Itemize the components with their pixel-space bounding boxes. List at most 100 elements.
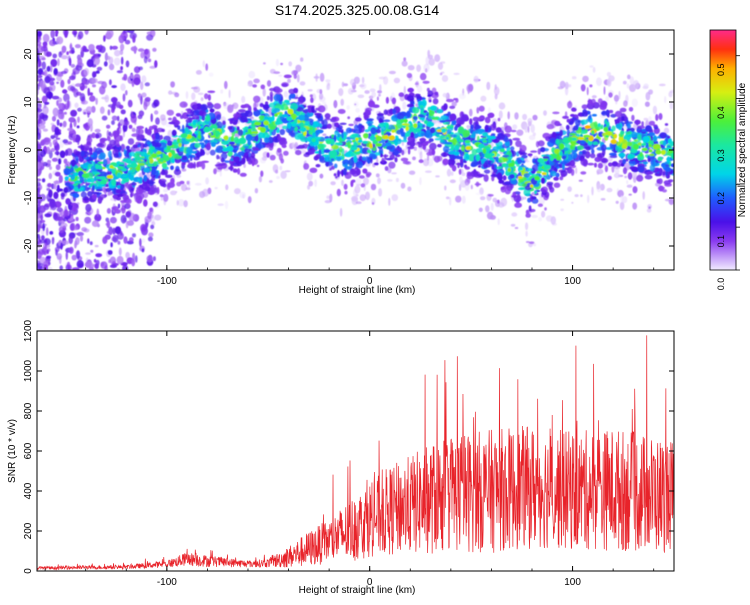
spectrogram-cell [570, 113, 575, 117]
spectrogram-cell [528, 134, 536, 141]
spectrogram-cell [375, 129, 381, 134]
spectrogram-cell [79, 176, 84, 184]
spectrogram-cell [118, 34, 125, 44]
spectrogram-cell [645, 125, 652, 133]
spectrogram-cell [247, 159, 253, 165]
spectrogram-cell [47, 266, 53, 270]
spectrogram-cell [432, 98, 439, 105]
spectrogram-cell [384, 166, 389, 171]
spectrogram-cell [662, 171, 666, 176]
spectrogram-cell [623, 100, 628, 107]
spectrogram-cell [451, 101, 457, 107]
spectrogram-cell [125, 145, 130, 150]
spectrogram-cell [224, 160, 230, 163]
spectrogram-cell [48, 150, 53, 159]
spectrogram-cell [597, 98, 603, 104]
spectrogram-cell [58, 175, 63, 183]
spectrogram-cell [254, 135, 259, 142]
spectrogram-cell [147, 211, 152, 220]
spectrogram-cell [412, 115, 418, 121]
spectrogram-cell [123, 73, 128, 81]
spectrogram-cell [149, 158, 154, 164]
spectrogram-cell [303, 163, 310, 170]
spectrogram-cell [117, 193, 124, 198]
spectrogram-cell [113, 57, 121, 66]
spectrogram-cell [61, 89, 68, 94]
spectrogram-peak [478, 143, 485, 149]
spectrogram-peak [355, 137, 359, 142]
spectrogram-cell [88, 266, 94, 270]
spectrogram-cell [643, 83, 649, 89]
spectrogram-cell [61, 55, 68, 60]
spectrogram-cell [37, 69, 44, 75]
spectrogram-cell [378, 123, 385, 128]
spectrogram-cell [530, 150, 538, 153]
spectrogram-cell [549, 137, 557, 144]
spectrogram-cell [324, 113, 331, 119]
spectrogram-cell [458, 126, 465, 134]
spectrogram-cell [151, 221, 156, 226]
spectrogram-cell [181, 155, 188, 161]
spectrogram-cell [584, 128, 588, 134]
spectrogram-cell [66, 261, 71, 268]
spectrogram-cell [239, 172, 247, 177]
spectrogram-cell [608, 109, 614, 114]
spectrogram-cell [606, 78, 612, 87]
spectrogram-cell [496, 166, 503, 170]
spectrogram-cell [323, 149, 331, 153]
spectrogram-cell [50, 135, 55, 140]
spectrogram-cell [410, 131, 415, 138]
spectrogram-cell [267, 136, 274, 144]
spectrogram-cell [377, 177, 381, 185]
spectrogram-cell [376, 96, 379, 101]
spectrogram-cell [93, 56, 100, 66]
spectrogram-cell [81, 227, 88, 232]
spectrogram-cell [111, 120, 115, 125]
spectrogram-cell [504, 125, 512, 133]
spectrogram-cell [292, 70, 298, 75]
spectrogram-cell [237, 151, 245, 156]
spectrogram-cell [160, 114, 166, 121]
spectrogram-cell [111, 85, 117, 89]
spectrogram-cell [296, 146, 301, 149]
spectrogram-cell [280, 62, 283, 66]
spectrogram-cell [63, 209, 69, 217]
spectrogram-cell [600, 157, 609, 164]
spectrogram-cell [75, 237, 80, 246]
y-tick-label: 0 [23, 568, 34, 574]
spectrogram-cell [56, 81, 59, 85]
spectrogram-peak [543, 164, 551, 170]
spectrogram-cell [138, 162, 145, 166]
spectrogram-cell [127, 272, 132, 281]
spectrogram-cell [512, 124, 518, 130]
spectrogram-peak [465, 145, 472, 151]
spectrogram-cell [77, 57, 83, 66]
spectrogram-cell [178, 142, 182, 147]
spectrogram-cell [49, 77, 56, 82]
spectrogram-cell [586, 87, 589, 96]
spectrogram-cell [331, 116, 337, 121]
spectrogram-cell [329, 193, 333, 203]
spectrogram-cell [50, 59, 58, 67]
spectrogram-cell [391, 172, 397, 175]
spectrogram-cell [41, 95, 48, 104]
spectrogram-cell [560, 198, 565, 201]
spectrogram-cell [529, 241, 535, 244]
x-tick-label: 0 [367, 577, 373, 588]
spectrogram-cell [147, 141, 152, 145]
spectrogram-cell [574, 194, 579, 198]
spectrogram-peak [147, 164, 154, 167]
spectrogram-cell [419, 72, 427, 81]
spectrogram-cell [101, 186, 107, 193]
spectrogram-cell [408, 126, 418, 135]
spectrogram-cell [83, 123, 89, 130]
spectrogram-peak [163, 155, 170, 162]
spectrogram-cell [497, 218, 500, 226]
spectrogram-cell [475, 181, 480, 187]
spectrogram-cell [47, 183, 52, 188]
spectrogram-cell [436, 109, 443, 114]
spectrogram-cell [659, 132, 668, 139]
spectrogram-cell [281, 125, 288, 130]
spectrogram-cell [421, 142, 428, 146]
spectrogram-cell [48, 172, 53, 180]
